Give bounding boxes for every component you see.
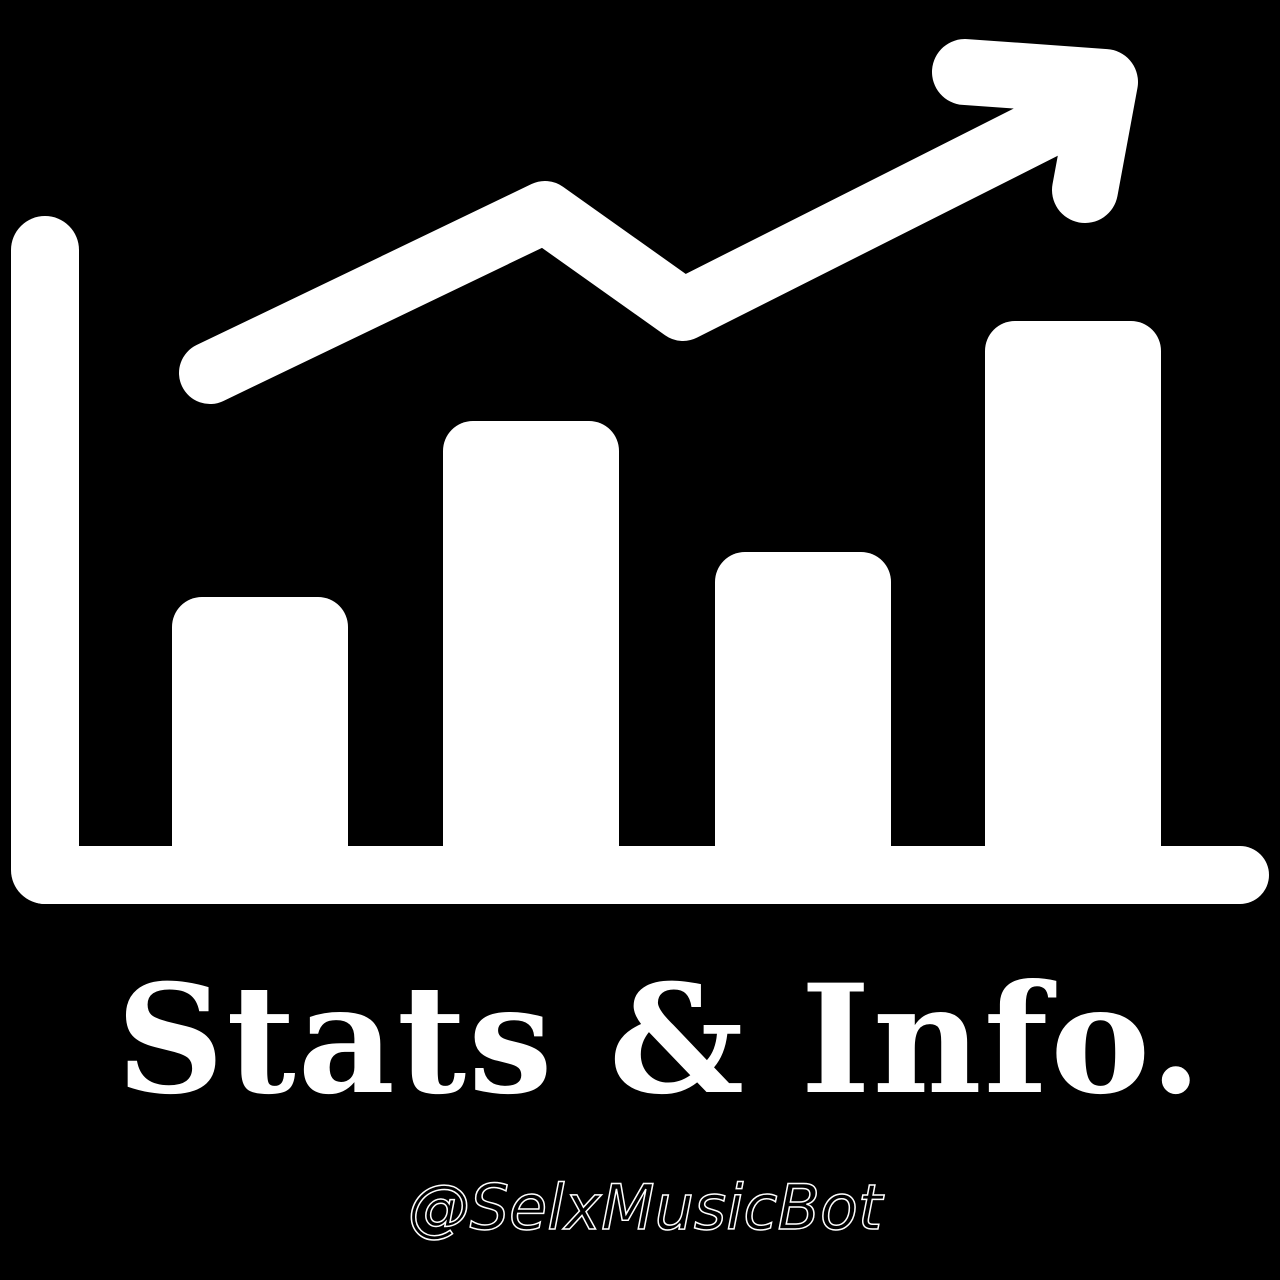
chart-bar xyxy=(715,552,891,882)
trend-line xyxy=(179,94,1081,404)
chart-bar xyxy=(985,321,1161,882)
chart-bar xyxy=(172,597,348,882)
bar-chart-trend-up-icon xyxy=(11,39,1269,904)
page-title: Stats & Info. xyxy=(116,952,1204,1128)
bot-handle: @SelxMusicBot xyxy=(407,1170,883,1245)
chart-bar xyxy=(443,421,619,882)
trend-arrowhead xyxy=(932,39,1138,223)
